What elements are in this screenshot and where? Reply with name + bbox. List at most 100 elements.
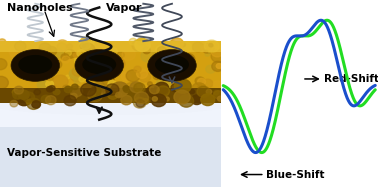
Circle shape	[164, 41, 178, 53]
Circle shape	[130, 82, 143, 93]
Circle shape	[77, 50, 85, 57]
Ellipse shape	[149, 59, 195, 78]
Circle shape	[50, 54, 54, 57]
Circle shape	[192, 83, 206, 95]
Circle shape	[212, 61, 224, 71]
Circle shape	[123, 86, 129, 91]
Ellipse shape	[75, 50, 124, 81]
Circle shape	[56, 40, 68, 50]
Circle shape	[121, 72, 131, 81]
Circle shape	[12, 90, 19, 95]
Ellipse shape	[76, 59, 122, 78]
Circle shape	[136, 69, 147, 78]
Circle shape	[168, 53, 177, 60]
Circle shape	[180, 42, 192, 53]
Circle shape	[181, 53, 195, 65]
Circle shape	[133, 97, 146, 108]
Circle shape	[65, 50, 71, 56]
Circle shape	[15, 41, 26, 51]
Circle shape	[62, 56, 70, 63]
Ellipse shape	[155, 55, 189, 74]
Circle shape	[181, 43, 186, 47]
Circle shape	[117, 52, 124, 58]
Circle shape	[113, 84, 122, 92]
Circle shape	[36, 52, 45, 60]
Circle shape	[122, 88, 139, 102]
Circle shape	[81, 39, 92, 49]
Circle shape	[143, 99, 149, 104]
Circle shape	[134, 66, 141, 72]
Circle shape	[91, 87, 101, 96]
FancyBboxPatch shape	[0, 41, 220, 52]
Circle shape	[9, 45, 25, 58]
Circle shape	[53, 89, 60, 95]
Circle shape	[135, 92, 149, 104]
Circle shape	[41, 95, 51, 103]
Circle shape	[156, 78, 170, 91]
Circle shape	[116, 92, 122, 98]
Circle shape	[57, 43, 67, 51]
Circle shape	[143, 47, 150, 54]
Circle shape	[32, 69, 41, 77]
Circle shape	[129, 38, 137, 45]
Circle shape	[125, 83, 137, 93]
Circle shape	[49, 69, 56, 75]
Circle shape	[95, 65, 109, 77]
Circle shape	[18, 90, 29, 99]
Circle shape	[204, 50, 208, 53]
Circle shape	[0, 76, 8, 89]
Ellipse shape	[82, 55, 116, 74]
Circle shape	[32, 101, 40, 108]
Circle shape	[204, 40, 219, 53]
Circle shape	[71, 84, 78, 90]
Circle shape	[76, 65, 81, 69]
Circle shape	[166, 58, 176, 67]
Circle shape	[105, 84, 119, 95]
Circle shape	[198, 78, 206, 85]
Circle shape	[32, 48, 40, 56]
Circle shape	[26, 99, 31, 104]
Circle shape	[150, 66, 156, 72]
Circle shape	[74, 57, 82, 64]
Circle shape	[46, 47, 57, 55]
Circle shape	[157, 86, 169, 96]
Circle shape	[214, 90, 219, 95]
Circle shape	[79, 77, 85, 82]
Circle shape	[31, 56, 37, 61]
Circle shape	[71, 94, 77, 99]
Circle shape	[46, 86, 53, 92]
Ellipse shape	[12, 59, 58, 78]
Circle shape	[202, 45, 211, 53]
Circle shape	[81, 41, 90, 49]
Circle shape	[64, 96, 76, 106]
Circle shape	[66, 75, 70, 79]
Circle shape	[203, 44, 214, 53]
FancyBboxPatch shape	[0, 108, 220, 127]
Circle shape	[164, 97, 169, 101]
Circle shape	[108, 91, 118, 99]
Text: Vapor-Sensitive Substrate: Vapor-Sensitive Substrate	[6, 148, 161, 158]
Circle shape	[132, 40, 146, 51]
Circle shape	[192, 42, 204, 52]
Circle shape	[169, 49, 182, 60]
Circle shape	[197, 86, 210, 97]
Circle shape	[88, 70, 99, 80]
Circle shape	[39, 43, 51, 53]
Circle shape	[123, 86, 131, 93]
Circle shape	[209, 43, 213, 47]
Circle shape	[10, 100, 18, 107]
Circle shape	[37, 48, 44, 53]
Circle shape	[90, 92, 96, 96]
Circle shape	[206, 89, 212, 94]
Polygon shape	[0, 41, 220, 90]
Circle shape	[136, 43, 143, 49]
Circle shape	[147, 85, 161, 97]
Circle shape	[21, 73, 28, 78]
Circle shape	[88, 89, 102, 102]
Circle shape	[198, 84, 202, 88]
Circle shape	[45, 96, 56, 105]
Circle shape	[157, 47, 166, 54]
Circle shape	[126, 70, 140, 82]
Circle shape	[152, 97, 157, 101]
Circle shape	[61, 54, 69, 60]
